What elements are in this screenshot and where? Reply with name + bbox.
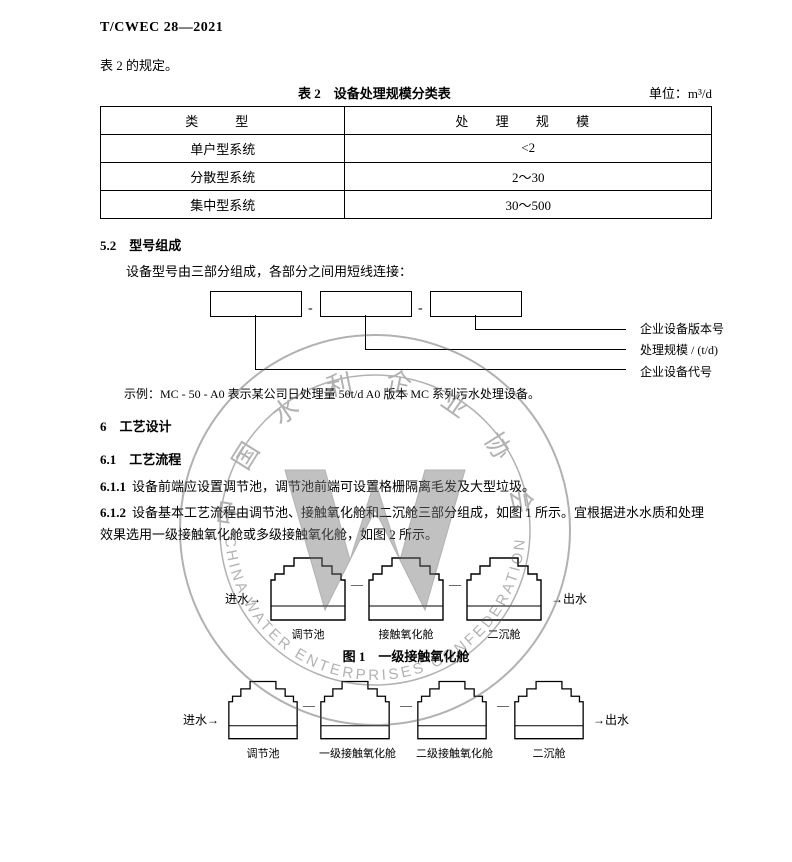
tank-icon: 调节池	[269, 556, 347, 642]
tank-icon: 一级接触氧化舱	[319, 679, 396, 761]
fig1-out-label: →出水	[551, 590, 587, 607]
clause-6-1-2: 6.1.2设备基本工艺流程由调节池、接触氧化舱和二沉舱三部分组成，如图 1 所示…	[100, 502, 712, 546]
model-number-diagram: - - 企业设备版本号 处理规模 / (t/d) 企业设备代号	[210, 291, 712, 381]
figure-2: 进水→ 调节池 — 一级接触氧化舱 —	[100, 679, 712, 761]
model-label-code: 企业设备代号	[640, 362, 724, 384]
tank-icon: 二沉舱	[513, 679, 585, 761]
section-6-1: 6.1 工艺流程	[100, 449, 712, 468]
pipe-icon: —	[497, 698, 509, 713]
table-row: 集中型系统 30～500	[101, 190, 712, 218]
model-label-version: 企业设备版本号	[640, 319, 724, 341]
table-row: 单户型系统 <2	[101, 134, 712, 162]
section-6: 6 工艺设计	[100, 416, 712, 435]
table2-header-scale: 处 理 规 模	[345, 106, 712, 134]
tank-icon: 调节池	[227, 679, 299, 761]
clause-6-1-1: 6.1.1设备前端应设置调节池，调节池前端可设置格栅隔离毛发及大型垃圾。	[100, 476, 712, 498]
tank-icon: 接触氧化舱	[367, 556, 445, 642]
figure-1-caption: 图 1 一级接触氧化舱	[100, 646, 712, 665]
table-row: 分散型系统 2～30	[101, 162, 712, 190]
figure-1: 进水→ 调节池 — 接触氧化舱 —	[100, 556, 712, 665]
sec52-line: 设备型号由三部分组成，各部分之间用短线连接：	[100, 262, 712, 283]
fig1-in-label: 进水→	[225, 590, 261, 607]
fig2-out-label: →出水	[593, 711, 629, 728]
model-label-scale: 处理规模 / (t/d)	[640, 340, 724, 362]
table2-title: 表 2 设备处理规模分类表	[100, 83, 649, 102]
section-5-2: 5.2 型号组成	[100, 235, 712, 254]
tank-icon: 二沉舱	[465, 556, 543, 642]
fig2-in-label: 进水→	[183, 711, 219, 728]
document-code: T/CWEC 28—2021	[100, 20, 712, 36]
pipe-icon: —	[351, 577, 363, 592]
intro-line: 表 2 的规定。	[100, 56, 712, 77]
table2-unit: 单位：m³/d	[649, 83, 712, 102]
table2: 类 型 处 理 规 模 单户型系统 <2 分散型系统 2～30 集中型系统 30…	[100, 106, 712, 219]
tank-icon: 二级接触氧化舱	[416, 679, 493, 761]
pipe-icon: —	[400, 698, 412, 713]
pipe-icon: —	[303, 698, 315, 713]
table2-header-type: 类 型	[101, 106, 345, 134]
pipe-icon: —	[449, 577, 461, 592]
model-example: 示例：MC - 50 - A0 表示某公司日处理量 50t/d A0 版本 MC…	[100, 385, 712, 402]
